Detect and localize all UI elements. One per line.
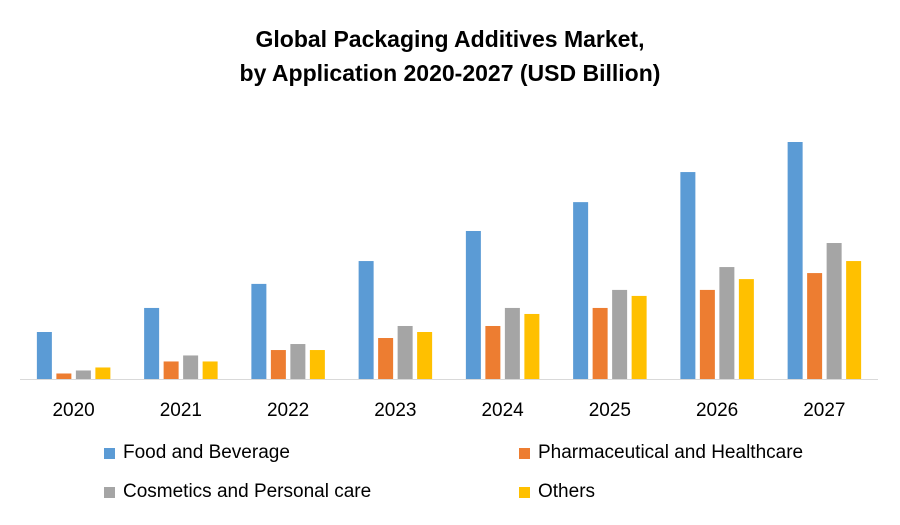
legend-item-pharmaceutical-and-healthcare: Pharmaceutical and Healthcare [519, 442, 803, 464]
legend-swatch [519, 486, 530, 498]
legend-label: Pharmaceutical and Healthcare [538, 442, 804, 463]
legend-label: Cosmetics and Personal care [123, 481, 372, 502]
bar-2027-cosmetics-and-personal-care [826, 243, 842, 380]
chart-title-line1: Global Packaging Additives Market, [255, 26, 645, 52]
bar-2020-pharmaceutical-and-healthcare [56, 373, 72, 380]
x-tick-label: 2021 [160, 400, 202, 421]
legend-swatch [104, 486, 115, 498]
bar-2024-cosmetics-and-personal-care [504, 307, 520, 380]
bar-2023-pharmaceutical-and-healthcare [378, 338, 394, 380]
bar-2021-food-and-beverage [144, 307, 160, 380]
x-tick-label: 2020 [52, 400, 94, 421]
legend-swatch [519, 447, 530, 459]
legend-label: Food and Beverage [123, 442, 290, 463]
bar-2020-food-and-beverage [36, 332, 52, 380]
bar-2023-food-and-beverage [358, 261, 374, 380]
bar-2020-others [95, 367, 111, 380]
bar-2021-others [202, 361, 218, 380]
bar-2026-pharmaceutical-and-healthcare [699, 289, 715, 380]
x-tick-label: 2027 [803, 400, 845, 421]
bar-2027-pharmaceutical-and-healthcare [807, 273, 823, 380]
bar-2022-cosmetics-and-personal-care [290, 344, 306, 380]
bar-2022-pharmaceutical-and-healthcare [270, 350, 286, 380]
x-tick-label: 2024 [481, 400, 524, 421]
x-tick-label: 2023 [374, 400, 416, 421]
legend-item-cosmetics-and-personal-care: Cosmetics and Personal care [104, 481, 371, 503]
bar-2025-others [631, 295, 647, 380]
bar-2022-others [309, 350, 325, 380]
bar-2025-food-and-beverage [573, 202, 589, 380]
x-tick-label: 2022 [267, 400, 309, 421]
bar-2027-others [846, 261, 862, 380]
bar-2025-cosmetics-and-personal-care [612, 289, 628, 380]
bar-2026-others [738, 279, 754, 380]
bar-2025-pharmaceutical-and-healthcare [592, 307, 608, 380]
legend-item-food-and-beverage: Food and Beverage [104, 442, 290, 464]
bar-2021-cosmetics-and-personal-care [183, 355, 199, 380]
legend-swatch [104, 447, 115, 459]
bar-2026-cosmetics-and-personal-care [719, 267, 735, 380]
bar-2024-pharmaceutical-and-healthcare [485, 325, 501, 380]
bar-2023-others [417, 332, 433, 380]
x-tick-label: 2025 [589, 400, 631, 421]
bar-2021-pharmaceutical-and-healthcare [163, 361, 179, 380]
bar-2024-food-and-beverage [465, 230, 481, 380]
bar-2027-food-and-beverage [787, 142, 803, 380]
legend-label: Others [538, 481, 596, 502]
bar-2020-cosmetics-and-personal-care [75, 370, 91, 380]
legend-item-others: Others [519, 481, 595, 503]
chart-title-line2: by Application 2020-2027 (USD Billion) [239, 60, 661, 86]
bar-2022-food-and-beverage [251, 283, 267, 380]
bar-2023-cosmetics-and-personal-care [397, 325, 413, 380]
x-tick-label: 2026 [696, 400, 738, 421]
bar-2024-others [524, 313, 540, 380]
bar-2026-food-and-beverage [680, 172, 696, 380]
